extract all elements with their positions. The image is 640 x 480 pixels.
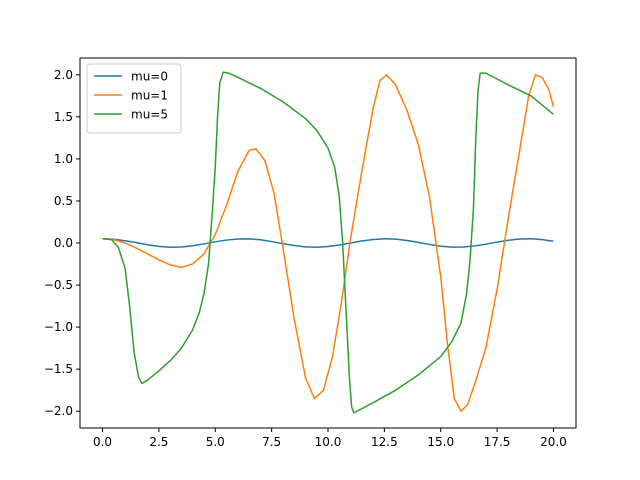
x-tick-label: 7.5: [262, 435, 281, 449]
y-tick-label: −2.0: [44, 404, 73, 418]
series-layer: [102, 71, 555, 414]
legend-label: mu=1: [131, 89, 168, 103]
series-line-mu-1: [102, 74, 555, 412]
x-tick-label: 15.0: [427, 435, 454, 449]
legend-label: mu=5: [131, 108, 168, 122]
y-tick-label: 0.5: [54, 194, 73, 208]
y-tick-label: −1.0: [44, 320, 73, 334]
x-tick-label: 12.5: [371, 435, 398, 449]
x-axis: 0.0 2.5 5.0 7.5 10.0 12.5 15.0 17.5 20.0: [93, 428, 567, 449]
series-line-mu-0: [102, 238, 554, 248]
series-line-mu-5: [102, 71, 554, 414]
x-tick-label: 17.5: [484, 435, 511, 449]
y-tick-label: 2.0: [54, 68, 73, 82]
x-tick-label: 5.0: [206, 435, 225, 449]
y-axis: −2.0 −1.5 −1.0 −0.5 0.0 0.5 1.0 1.5 2.0: [44, 68, 80, 418]
y-tick-label: 0.0: [54, 236, 73, 250]
legend-box: [86, 63, 182, 134]
legend: mu=0 mu=1 mu=5: [86, 63, 182, 134]
y-tick-label: −0.5: [44, 278, 73, 292]
x-tick-label: 2.5: [149, 435, 168, 449]
y-tick-label: 1.5: [54, 110, 73, 124]
x-tick-label: 10.0: [315, 435, 342, 449]
x-tick-label: 0.0: [93, 435, 112, 449]
x-tick-label: 20.0: [540, 435, 567, 449]
y-tick-label: −1.5: [44, 362, 73, 376]
legend-label: mu=0: [131, 70, 168, 84]
y-tick-label: 1.0: [54, 152, 73, 166]
